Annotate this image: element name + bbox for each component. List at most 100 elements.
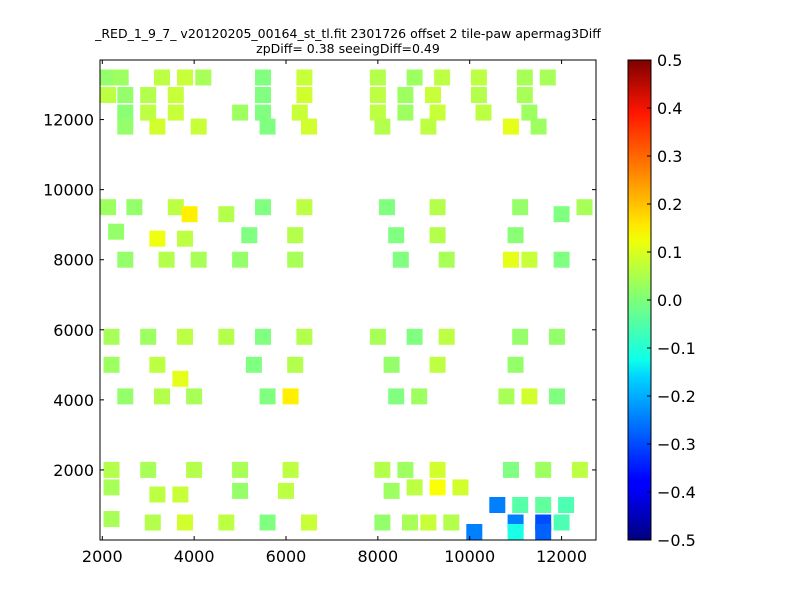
heatmap-cell bbox=[420, 514, 437, 531]
heatmap-cell bbox=[512, 199, 529, 216]
heatmap-cell bbox=[291, 104, 308, 121]
heatmap-cell bbox=[186, 461, 203, 478]
heatmap-cell bbox=[397, 104, 414, 121]
heatmap-cell bbox=[195, 69, 212, 86]
heatmap-cell bbox=[167, 104, 184, 121]
heatmap-cell bbox=[255, 104, 271, 121]
heatmap-cell bbox=[177, 328, 193, 345]
y-tick-label: 8000 bbox=[53, 251, 94, 270]
heatmap-cell bbox=[100, 87, 116, 103]
heatmap-cell bbox=[503, 118, 519, 135]
heatmap-cell bbox=[144, 514, 161, 531]
heatmap-cell bbox=[475, 104, 492, 121]
heatmap-cell bbox=[466, 524, 483, 540]
x-axis: 2000 4000 6000 8000 10000 12000 bbox=[82, 60, 587, 566]
heatmap-cell bbox=[167, 199, 184, 216]
heatmap-cell bbox=[259, 118, 276, 135]
heatmap-cell bbox=[539, 69, 556, 86]
heatmap-cell bbox=[140, 104, 157, 121]
heatmap-cell bbox=[411, 388, 428, 405]
x-tick-label: 12000 bbox=[536, 547, 587, 566]
chart-subtitle: zpDiff= 0.38 seeingDiff=0.49 bbox=[256, 41, 440, 56]
colorbar-tick-label: −0.4 bbox=[657, 483, 696, 502]
heatmap-cell bbox=[429, 104, 446, 121]
heatmap-cell bbox=[218, 514, 235, 531]
colorbar-tick-label: −0.1 bbox=[657, 339, 696, 358]
colorbar-tick-label: 0.5 bbox=[657, 51, 682, 70]
heatmap-cell bbox=[429, 356, 446, 373]
heatmap-cell bbox=[282, 388, 299, 405]
y-tick-label: 4000 bbox=[53, 391, 94, 410]
heatmap-cell bbox=[287, 356, 304, 373]
x-tick-label: 8000 bbox=[357, 547, 398, 566]
heatmap-cell bbox=[553, 514, 570, 531]
heatmap-cell bbox=[232, 461, 249, 478]
heatmap-cell bbox=[369, 69, 386, 86]
heatmap-cell bbox=[369, 328, 386, 345]
heatmap-cell bbox=[278, 482, 294, 499]
colorbar-axis: 0.5 0.4 0.3 0.2 0.1 0.0 −0.1 −0.2 −0.3 −0.4 −0.5 bbox=[647, 51, 696, 550]
heatmap-cell bbox=[402, 514, 418, 531]
heatmap-cell bbox=[100, 199, 116, 216]
heatmap-cell bbox=[154, 388, 170, 405]
heatmap-cell bbox=[383, 356, 400, 373]
heatmap-cell bbox=[420, 118, 437, 135]
heatmap-cell bbox=[535, 497, 552, 513]
heatmap-cell bbox=[177, 230, 193, 247]
heatmap-cell bbox=[438, 328, 455, 345]
heatmap-cell bbox=[406, 69, 423, 86]
heatmap-cell bbox=[232, 251, 249, 268]
heatmap-cell bbox=[140, 87, 157, 103]
heatmap-cell bbox=[296, 87, 313, 103]
heatmap-cell bbox=[282, 461, 299, 478]
heatmap-cell bbox=[296, 69, 313, 86]
heatmap-cell bbox=[255, 328, 271, 345]
heatmap-cell bbox=[158, 251, 175, 268]
y-tick-label: 12000 bbox=[43, 111, 94, 130]
heatmap-cell bbox=[512, 497, 529, 513]
heatmap-cell bbox=[126, 199, 143, 216]
heatmap-cell bbox=[429, 461, 446, 478]
heatmap-cell bbox=[576, 199, 593, 216]
heatmap-cell bbox=[443, 514, 460, 531]
heatmap-cell bbox=[507, 524, 524, 540]
heatmap-cell bbox=[397, 461, 414, 478]
colorbar-tick-label: −0.3 bbox=[657, 435, 696, 454]
heatmap-cell bbox=[100, 69, 116, 86]
x-tick-label: 2000 bbox=[82, 547, 123, 566]
heatmap-cell bbox=[507, 227, 524, 244]
heatmap-cell bbox=[429, 199, 446, 216]
heatmap-cell bbox=[549, 388, 565, 405]
heatmap-cell bbox=[177, 69, 193, 86]
heatmap-cell bbox=[255, 199, 271, 216]
heatmap-cell bbox=[406, 479, 423, 496]
colorbar-tick-label: 0.0 bbox=[657, 291, 682, 310]
heatmap-cell bbox=[117, 104, 134, 121]
heatmap-cell bbox=[167, 87, 184, 103]
heatmap-cell bbox=[470, 69, 487, 86]
colorbar-tick-label: 0.3 bbox=[657, 147, 682, 166]
heatmap-cell bbox=[388, 388, 405, 405]
heatmap-cell bbox=[181, 206, 198, 223]
x-tick-label: 6000 bbox=[266, 547, 307, 566]
heatmap-cell bbox=[103, 328, 120, 345]
colorbar-tick-label: −0.5 bbox=[657, 531, 696, 550]
chart-title: _RED_1_9_7_ v20120205_00164_st_tl.fit 23… bbox=[94, 26, 601, 41]
heatmap-cell bbox=[388, 227, 405, 244]
heatmap-cell bbox=[369, 87, 386, 103]
heatmap-cell bbox=[140, 461, 157, 478]
heatmap-cell bbox=[516, 69, 533, 86]
heatmap-cell bbox=[149, 356, 166, 373]
heatmap-cell bbox=[558, 497, 575, 513]
heatmap-cell bbox=[117, 388, 134, 405]
heatmap-cell bbox=[516, 87, 533, 103]
heatmap-cell bbox=[535, 461, 552, 478]
heatmap-cell bbox=[190, 118, 207, 135]
heatmap-cell bbox=[112, 69, 129, 86]
y-axis: 2000 4000 6000 8000 10000 12000 bbox=[43, 111, 596, 480]
heatmap-cell bbox=[232, 104, 249, 121]
colorbar-tick-label: −0.2 bbox=[657, 387, 696, 406]
heatmap-cell bbox=[429, 227, 446, 244]
heatmap-cell bbox=[438, 251, 455, 268]
